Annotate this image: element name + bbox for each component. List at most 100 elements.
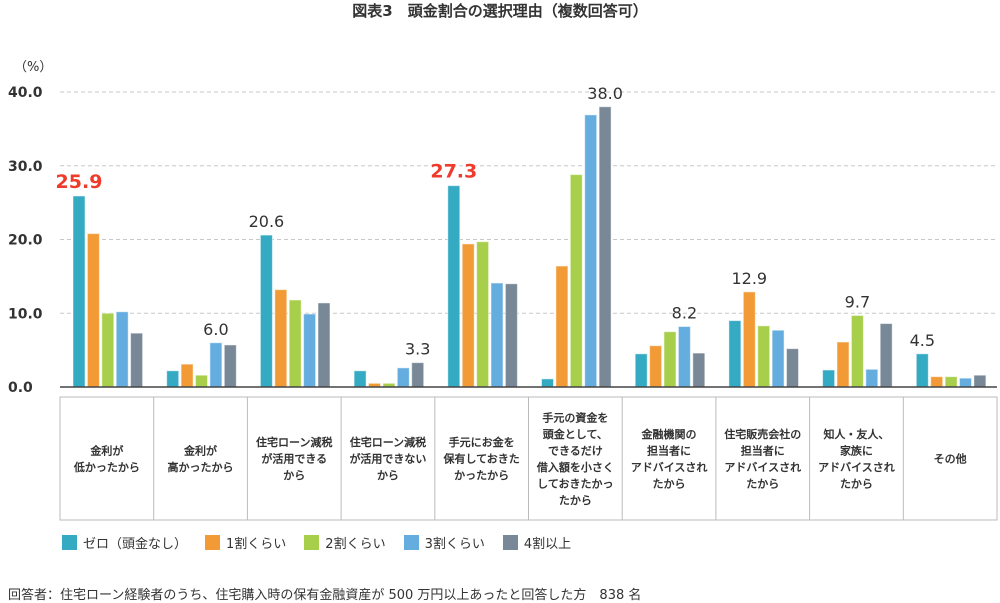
category-label: アドバイスされ [631,461,708,474]
bar [850,314,864,388]
footnote: 回答者：住宅ローン経験者のうち、住宅購入時の保有金融資産が 500 万円以上あっ… [8,588,642,603]
bar-chart: 0.0 10.0 20.0 30.0 40.0 25.9 6.0 20.6 3.3 27.3 38.… [8,84,998,521]
bar [677,326,691,388]
bar [461,243,475,388]
bar [130,332,144,388]
bar [195,374,208,388]
bar [115,311,129,388]
chart-title: 図表3 頭金割合の選択理由（複数回答可） [352,2,648,20]
bar [396,367,410,388]
data-label: 12.9 [731,269,767,288]
category-label: 金利が [89,443,123,457]
category-label: 家族に [840,443,873,457]
bar [209,342,223,388]
legend-swatch [502,535,518,550]
bar [476,241,490,388]
bar [72,195,86,388]
legend-label: 3割くらい [424,537,485,552]
data-label: 8.2 [672,304,697,323]
bar [569,174,583,388]
bar [490,282,504,388]
bar [879,323,893,388]
bar [166,370,180,388]
legend-label: 2割くらい [325,537,386,552]
bar [584,114,598,388]
data-label: 9.7 [845,292,870,311]
bar [692,352,706,388]
data-label: 25.9 [56,171,103,193]
bar [944,376,958,388]
y-tick-label: 20.0 [8,233,43,249]
legend: ゼロ（頭金なし） 1割くらい 2割くらい 3割くらい 4割以上 [62,533,571,552]
bar [180,363,194,388]
category-label: 低かったから [73,460,140,474]
category-label: 金融機関の [641,427,697,441]
data-label: 4.5 [910,331,935,350]
bar [771,329,785,388]
legend-item: ゼロ（頭金なし） [62,533,187,552]
bar [86,233,100,388]
category-label: 住宅ローン減税 [350,435,426,449]
bar [504,283,518,388]
category-label: 住宅販売会社の [724,427,801,441]
bar [288,299,302,388]
bar [274,289,288,388]
category-label: 担当者に [647,443,691,457]
category-label: が活用できる [261,452,327,466]
bar [757,325,771,388]
bar [101,312,115,388]
bar [959,377,972,388]
category-label: から [283,469,305,482]
category-label: 住宅ローン減税 [256,435,332,449]
bar [822,369,836,388]
legend-item: 4割以上 [502,533,572,552]
bar [663,331,677,388]
category-label: たから [746,477,779,490]
legend-item: 2割くらい [304,533,386,552]
category-label: 保有しておきた [442,452,519,466]
y-tick-label: 30.0 [8,159,43,175]
category-label: 高かったから [168,460,234,474]
bar [223,344,237,388]
bar [541,378,554,388]
category-label: アドバイスされ [818,461,895,474]
category-label: 金利が [183,443,217,457]
category-label: 手元の資金を [542,410,608,424]
data-label: 38.0 [587,84,623,103]
category-label: 知人・友人、 [822,427,889,441]
category-label: 担当者に [741,443,785,457]
category-label: が活用できない [349,452,426,466]
category-label: 手元にお金を [449,435,515,449]
legend-item: 3割くらい [403,533,485,552]
legend-label: 1割くらい [226,537,287,552]
data-label: 3.3 [405,340,430,359]
legend-label: 4割以上 [523,537,572,552]
bar [649,345,663,388]
bar [555,265,569,388]
legend-item: 1割くらい [205,533,286,552]
data-label: 27.3 [430,161,477,183]
bar [742,291,756,388]
data-label: 6.0 [203,320,228,339]
bar [447,185,461,388]
legend-swatch [304,535,320,550]
bar [973,374,987,388]
data-label: 20.6 [249,212,285,231]
legend-swatch [62,535,77,550]
bar [634,353,648,388]
bar [786,348,799,388]
legend-swatch [403,535,419,550]
bar [317,302,331,388]
category-label: アドバイスされ [724,461,801,474]
bar [930,376,944,388]
category-label: たから [840,477,873,490]
category-label: しておきたかっ [537,477,613,490]
category-label: 頭金として、 [543,427,608,441]
bar [836,341,850,388]
bar [303,313,317,388]
bar [865,368,879,388]
bar [598,106,612,388]
category-label: その他 [934,452,967,466]
category-label: から [377,469,399,482]
category-label: 借入額を小さく [536,460,614,474]
